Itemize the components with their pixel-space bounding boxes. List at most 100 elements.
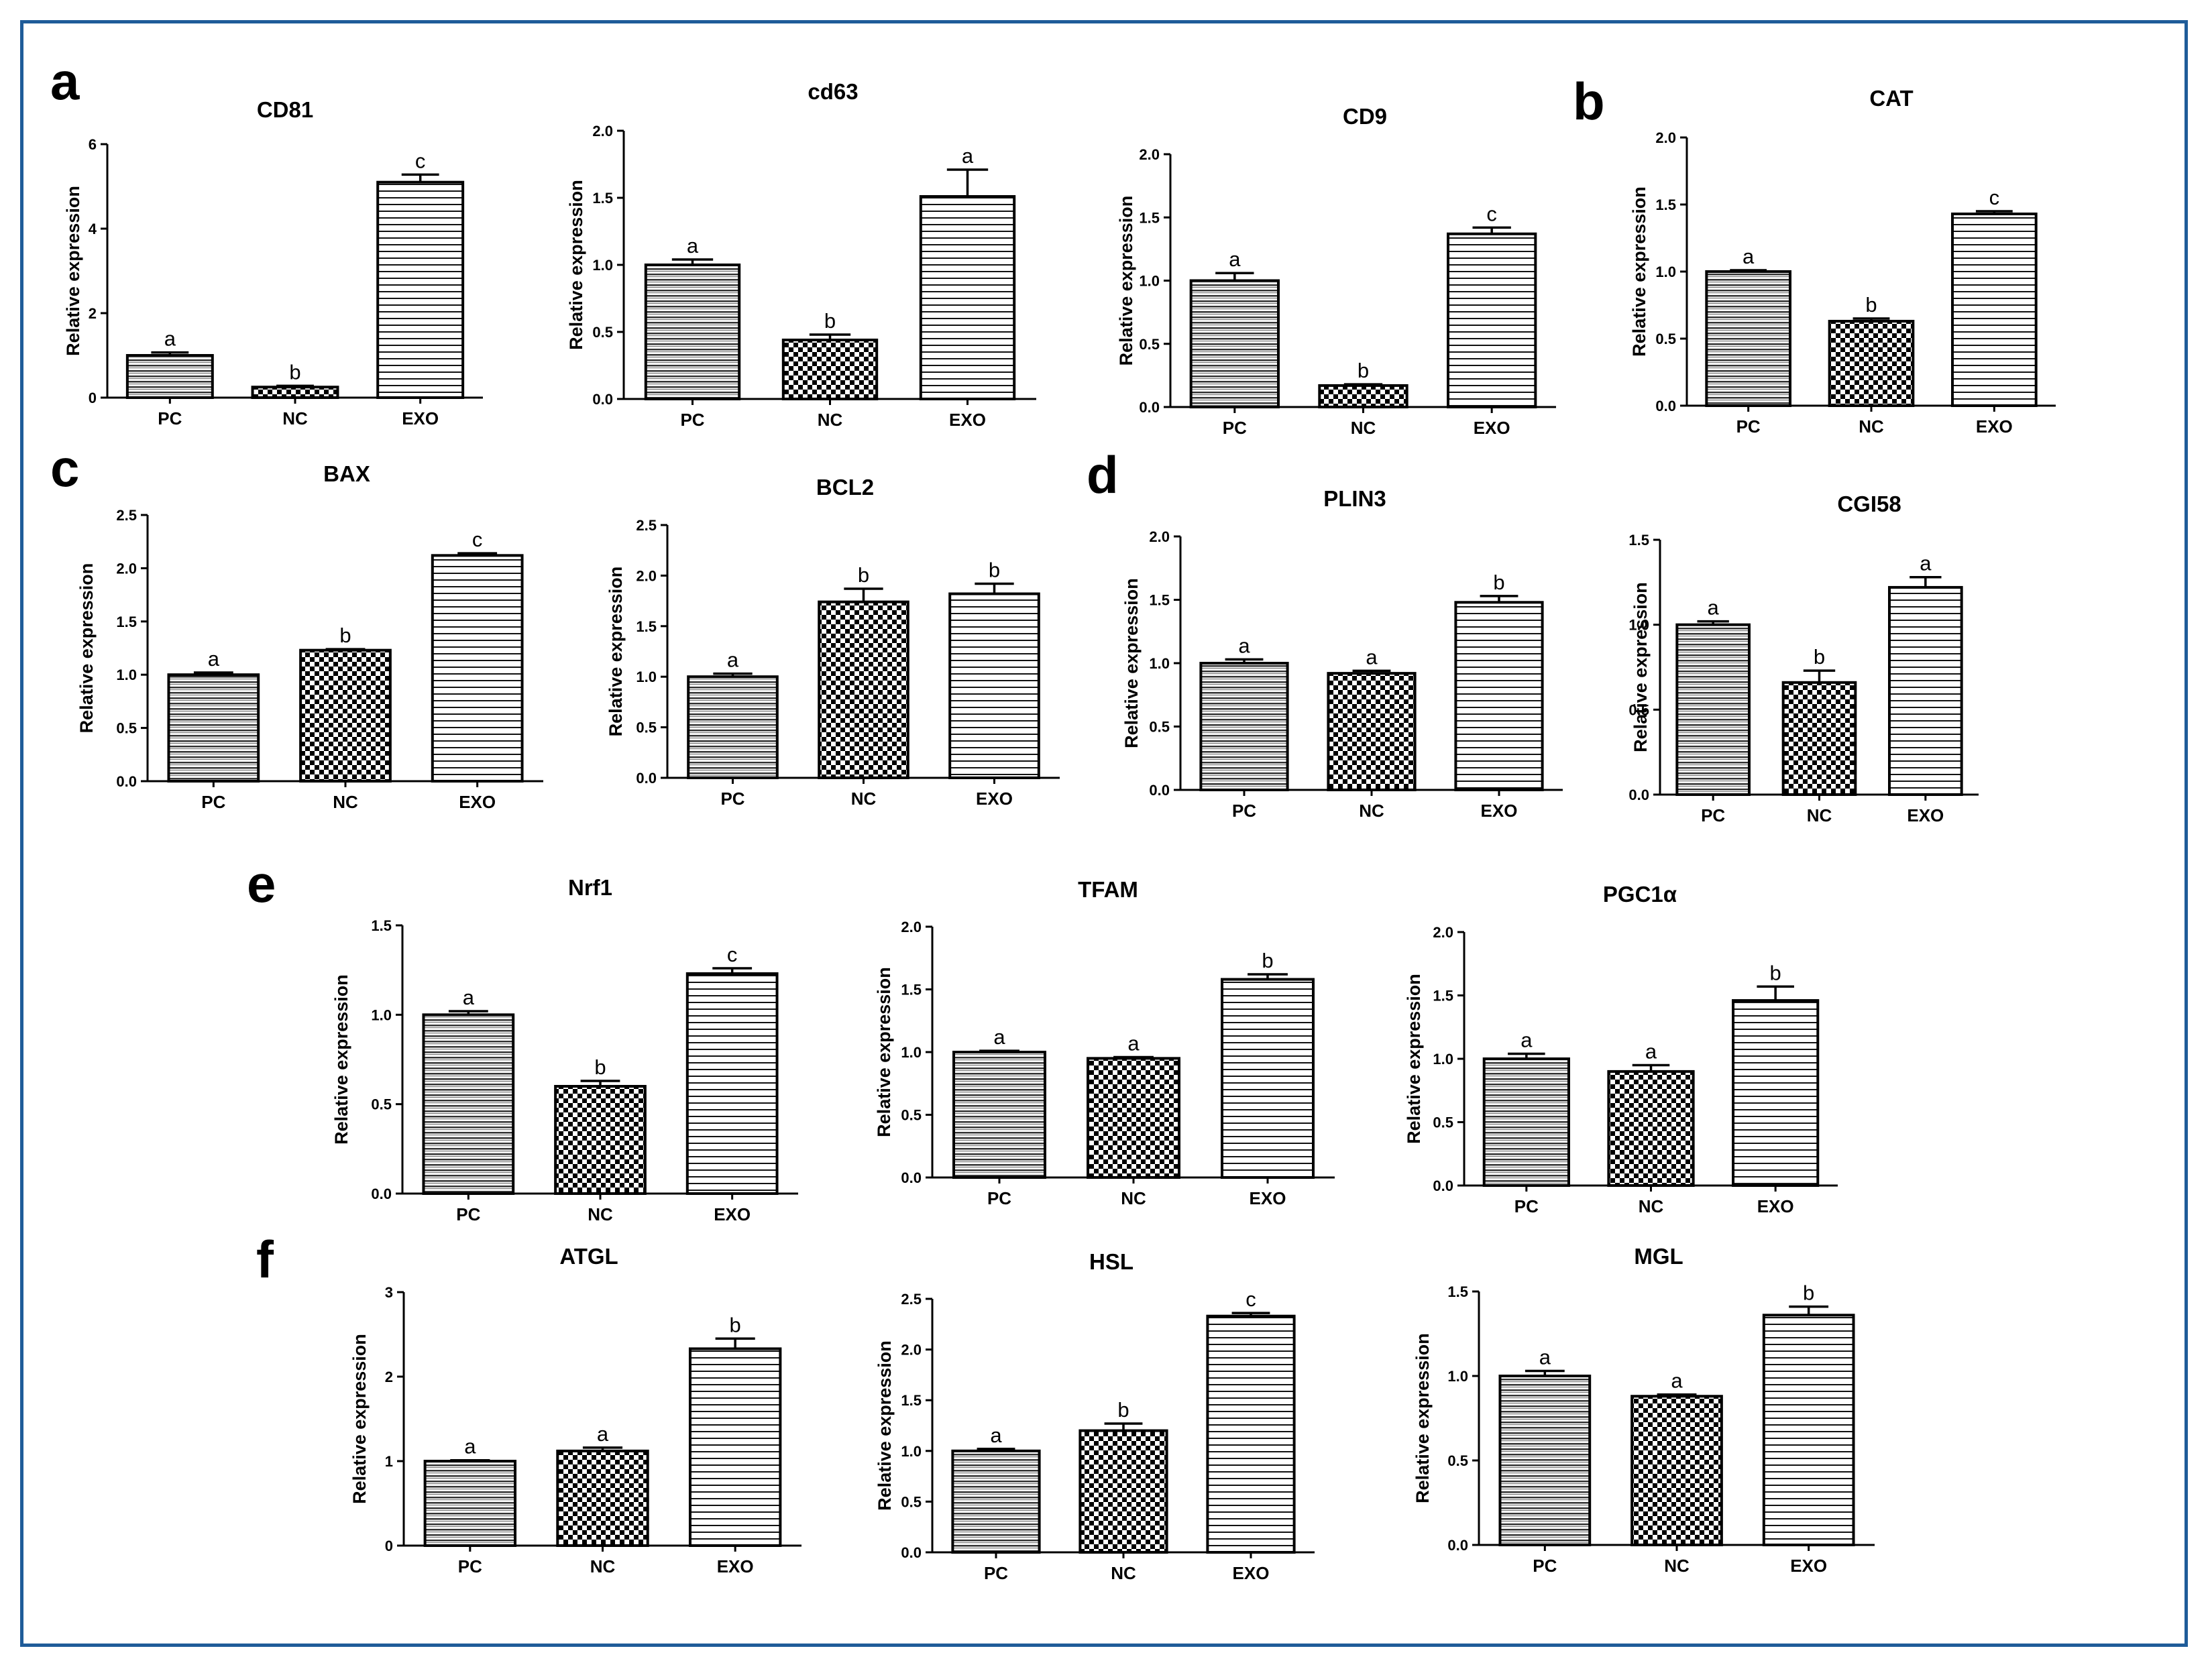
significance-letter: a <box>1366 645 1378 669</box>
chart-title: CAT <box>1869 86 1913 111</box>
bar-nc <box>1630 1395 1723 1546</box>
y-tick-label: 0.0 <box>1139 399 1160 416</box>
y-tick-label: 0.5 <box>1149 719 1170 736</box>
y-axis-label: Relative expression <box>1116 196 1136 366</box>
y-tick-label: 2.0 <box>116 560 137 577</box>
x-tick-label: PC <box>456 1204 480 1224</box>
y-tick-label: 2 <box>385 1369 393 1385</box>
bar-pc <box>1498 1375 1592 1546</box>
chart-4: BAX Relative expression 0.0 0.5 1.0 1.5 2.0 2.5… <box>76 461 543 812</box>
chart-9: TFAM Relative expression 0.0 0.5 1.0 1.5 2.0 a P… <box>874 877 1335 1208</box>
y-tick-label: 0.0 <box>1447 1537 1468 1554</box>
chart-title: BCL2 <box>816 475 874 500</box>
y-axis-label: Relative expression <box>566 180 586 350</box>
bar-nc <box>818 600 909 779</box>
x-tick-label: NC <box>1359 801 1384 821</box>
x-tick-label: EXO <box>459 792 496 812</box>
x-tick-label: EXO <box>714 1204 751 1224</box>
x-tick-label: EXO <box>1481 801 1518 821</box>
significance-letter: c <box>1486 202 1497 225</box>
bar-exo <box>1951 213 2038 407</box>
panel-letter-a: a <box>50 52 80 111</box>
chart-8: Nrf1 Relative expression 0.0 0.5 1.0 1.5 a PC b N… <box>331 875 798 1224</box>
bar-nc <box>1828 320 1915 407</box>
chart-7: CGI58 Relative expression 0.0 0.5 1.0 1.5 a PC b… <box>1628 492 1979 825</box>
significance-letter: b <box>1493 571 1504 594</box>
y-tick-label: 0.0 <box>116 773 137 790</box>
y-tick-label: 1.0 <box>1433 1051 1453 1068</box>
bar-exo <box>1732 999 1820 1188</box>
y-axis-label: Relative expression <box>331 974 351 1145</box>
x-tick-label: EXO <box>1757 1196 1794 1216</box>
y-tick-label: 0.5 <box>1139 336 1160 353</box>
significance-letter: a <box>993 1025 1005 1049</box>
significance-letter: b <box>1803 1281 1814 1305</box>
bar-pc <box>167 673 260 783</box>
chart-title: CD81 <box>257 97 313 122</box>
y-axis-label: Relative expression <box>1630 582 1651 752</box>
y-tick-label: 3 <box>385 1284 393 1301</box>
bar-nc <box>1318 384 1408 409</box>
bar-exo <box>1447 232 1537 408</box>
chart-title: BAX <box>323 461 370 486</box>
x-tick-label: PC <box>1514 1196 1539 1216</box>
significance-letter: a <box>1920 552 1932 575</box>
y-tick-label: 1.0 <box>1655 264 1676 280</box>
bar-pc <box>423 1460 517 1547</box>
chart-title: HSL <box>1089 1249 1133 1274</box>
bar-nc <box>1607 1070 1695 1188</box>
bar-exo <box>431 554 524 783</box>
y-tick-label: 1.0 <box>1447 1368 1468 1385</box>
bar-exo <box>948 592 1040 779</box>
x-tick-label: NC <box>1351 418 1376 438</box>
significance-letter: b <box>1117 1398 1129 1422</box>
bar-pc <box>1199 662 1289 791</box>
chart-title: Nrf1 <box>568 875 612 900</box>
significance-letter: a <box>990 1424 1002 1447</box>
y-tick-label: 0.5 <box>116 720 137 737</box>
y-tick-label: 2.0 <box>1433 924 1453 941</box>
x-tick-label: NC <box>1664 1556 1690 1576</box>
x-tick-label: PC <box>680 410 704 430</box>
x-tick-label: EXO <box>1976 416 2013 437</box>
significance-letter: b <box>339 624 351 647</box>
chart-title: CGI58 <box>1837 492 1901 516</box>
y-tick-label: 1.5 <box>636 618 657 635</box>
significance-letter: b <box>1262 949 1273 972</box>
y-tick-label: 2.0 <box>901 1342 922 1359</box>
y-tick-label: 6 <box>89 136 97 153</box>
x-tick-label: EXO <box>1250 1188 1286 1208</box>
y-tick-label: 2.0 <box>592 123 613 139</box>
x-tick-label: PC <box>1232 801 1256 821</box>
bar-nc <box>556 1449 649 1547</box>
significance-letter: a <box>962 144 974 168</box>
x-tick-label: EXO <box>402 408 439 428</box>
significance-letter: a <box>164 327 176 351</box>
y-tick-label: 2.0 <box>1655 129 1676 146</box>
significance-letter: b <box>289 360 300 384</box>
y-tick-label: 1.0 <box>901 1044 922 1061</box>
bar-exo <box>376 180 465 399</box>
y-tick-label: 1.5 <box>1433 988 1453 1004</box>
x-tick-label: PC <box>201 792 225 812</box>
y-tick-label: 1.5 <box>1139 209 1160 226</box>
y-tick-label: 1.5 <box>1628 532 1649 549</box>
significance-letter: a <box>463 986 475 1009</box>
y-axis-label: Relative expression <box>1121 578 1142 748</box>
y-tick-label: 0.0 <box>901 1169 922 1186</box>
x-tick-label: NC <box>851 789 877 809</box>
y-axis-label: Relative expression <box>63 186 83 356</box>
significance-letter: a <box>208 647 220 671</box>
chart-6: PLIN3 Relative expression 0.0 0.5 1.0 1.5 2.0 a… <box>1121 486 1563 821</box>
significance-letter: a <box>727 648 739 672</box>
bar-pc <box>1189 279 1280 408</box>
panel-letter-d: d <box>1087 445 1119 504</box>
significance-letter: c <box>1989 186 2000 209</box>
y-tick-label: 1 <box>385 1453 393 1470</box>
y-tick-label: 1.5 <box>901 1392 922 1409</box>
y-tick-label: 1.5 <box>1655 196 1676 213</box>
y-axis-label: Relative expression <box>1413 1333 1433 1503</box>
y-tick-label: 2 <box>89 305 97 322</box>
y-tick-label: 0.5 <box>901 1107 922 1124</box>
